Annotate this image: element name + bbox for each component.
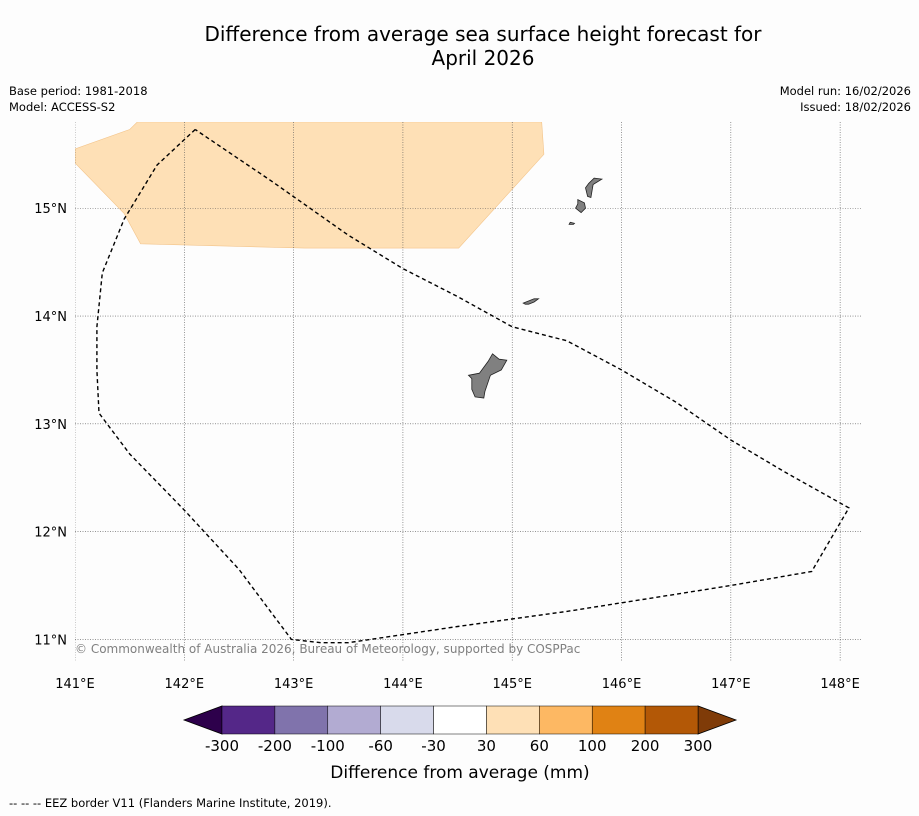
colorbar-tick-9: 300	[684, 737, 713, 755]
land-aguijan	[568, 221, 576, 225]
colorbar-bin-7	[591, 705, 646, 735]
colorbar-tick-4: -30	[421, 737, 446, 755]
land-rota	[522, 298, 540, 305]
colorbar-bin-5	[486, 705, 540, 735]
eez-border	[96, 128, 850, 644]
colorbar-bin-8	[644, 705, 699, 735]
base-period: Base period: 1981-2018	[9, 84, 148, 98]
y-tick-15: 15°N	[34, 202, 67, 217]
meta-left: Base period: 1981-2018 Model: ACCESS-S2	[9, 83, 148, 115]
map-area	[75, 122, 862, 661]
land-saipan	[585, 177, 604, 199]
x-tick-142: 142°E	[165, 677, 205, 692]
colorbar-bin-0	[221, 705, 276, 735]
model-run: Model run: 16/02/2026	[779, 84, 911, 98]
colorbar-extend-high	[697, 705, 738, 735]
chart-title: Difference from average sea surface heig…	[0, 22, 919, 70]
land-guam	[467, 353, 508, 399]
colorbar-bin-1	[274, 705, 329, 735]
colorbar-tick-7: 100	[578, 737, 607, 755]
x-tick-145: 145°E	[492, 677, 532, 692]
colorbar-tick-5: 30	[477, 737, 496, 755]
model-name: Model: ACCESS-S2	[9, 100, 116, 114]
colorbar-tick-3: -60	[368, 737, 393, 755]
x-tick-141: 141°E	[55, 677, 95, 692]
meta-right: Model run: 16/02/2026 Issued: 18/02/2026	[780, 83, 911, 115]
x-tick-143: 143°E	[274, 677, 314, 692]
issued-date: Issued: 18/02/2026	[800, 100, 911, 114]
land-tinian	[575, 198, 586, 214]
y-tick-12: 12°N	[34, 526, 67, 541]
y-tick-11: 11°N	[34, 633, 67, 648]
y-tick-14: 14°N	[34, 310, 67, 325]
colorbar-extend-low	[182, 705, 223, 735]
x-tick-147: 147°E	[711, 677, 751, 692]
colorbar-tick-1: -200	[258, 737, 292, 755]
colorbar-tick-2: -100	[311, 737, 345, 755]
copyright-credit: © Commonwealth of Australia 2026, Bureau…	[75, 642, 580, 656]
x-tick-148: 148°E	[820, 677, 860, 692]
x-tick-144: 144°E	[383, 677, 423, 692]
y-tick-13: 13°N	[34, 418, 67, 433]
title-line-2: April 2026	[431, 46, 535, 70]
colorbar-tick-8: 200	[631, 737, 660, 755]
colorbar-bin-3	[380, 705, 434, 735]
colorbar-bin-4	[433, 705, 487, 735]
anomaly-region-30-60	[75, 122, 545, 249]
colorbar-tick-0: -300	[205, 737, 239, 755]
colorbar-bin-2	[327, 705, 381, 735]
eez-footnote: -- -- -- EEZ border V11 (Flanders Marine…	[9, 796, 332, 810]
title-line-1: Difference from average sea surface heig…	[204, 22, 762, 46]
colorbar-bin-6	[539, 705, 593, 735]
colorbar-tick-6: 60	[530, 737, 549, 755]
colorbar-label: Difference from average (mm)	[330, 763, 589, 783]
x-tick-146: 146°E	[602, 677, 642, 692]
